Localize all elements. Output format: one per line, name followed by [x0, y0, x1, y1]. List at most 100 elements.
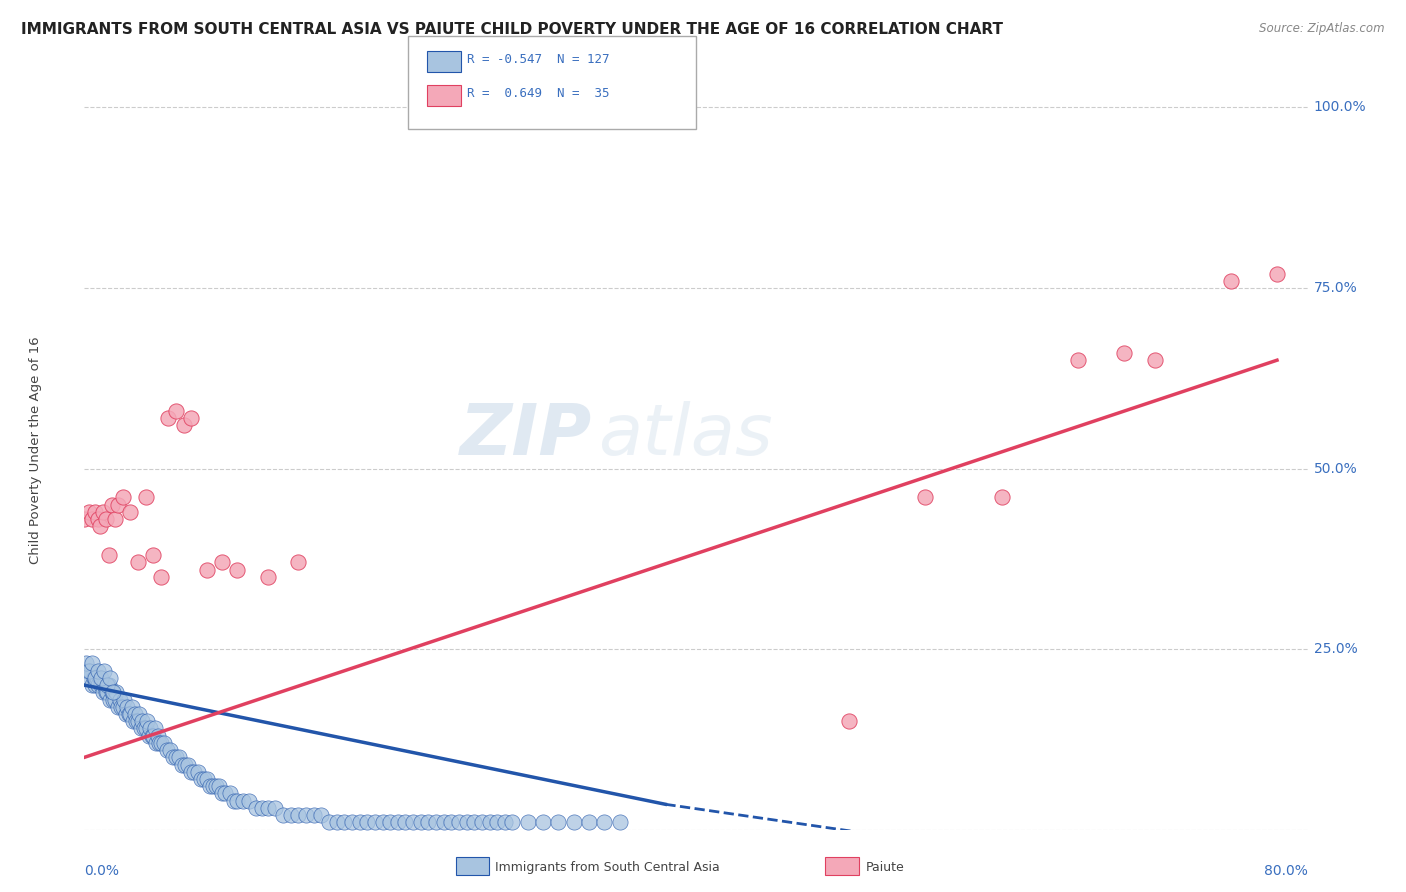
Point [172, 757, 194, 772]
Point [148, 736, 170, 750]
Point [325, 815, 347, 830]
Point [149, 736, 172, 750]
Point [440, 815, 463, 830]
Point [371, 815, 394, 830]
Point [364, 815, 387, 830]
Point [73, 512, 96, 526]
Point [136, 714, 159, 729]
Point [91, 685, 114, 699]
Text: atlas: atlas [598, 401, 773, 470]
Text: Paiute: Paiute [866, 861, 905, 873]
Point [1114, 346, 1136, 360]
Point [214, 787, 236, 801]
Point [94, 512, 117, 526]
Text: 25.0%: 25.0% [1313, 642, 1357, 656]
Point [418, 815, 440, 830]
Text: 50.0%: 50.0% [1313, 461, 1357, 475]
Point [456, 815, 478, 830]
Point [122, 714, 145, 729]
Point [80, 657, 103, 671]
Point [111, 699, 134, 714]
Point [318, 815, 340, 830]
Point [238, 794, 260, 808]
Point [177, 757, 200, 772]
Point [402, 815, 425, 830]
Point [108, 692, 131, 706]
Point [112, 692, 135, 706]
Point [153, 736, 176, 750]
Point [121, 699, 143, 714]
Text: Child Poverty Under the Age of 16: Child Poverty Under the Age of 16 [30, 336, 42, 565]
Point [198, 779, 221, 793]
Point [195, 563, 218, 577]
Point [162, 750, 184, 764]
Point [257, 801, 280, 815]
Point [195, 772, 218, 786]
Point [193, 772, 215, 786]
Point [226, 563, 249, 577]
Point [547, 815, 569, 830]
Point [129, 722, 152, 736]
Point [356, 815, 378, 830]
Point [257, 570, 280, 584]
Point [502, 815, 524, 830]
Point [232, 794, 254, 808]
Point [89, 519, 111, 533]
Point [387, 815, 409, 830]
Point [433, 815, 456, 830]
Point [107, 498, 129, 512]
Point [132, 722, 155, 736]
Point [183, 764, 205, 779]
Point [425, 815, 447, 830]
Point [494, 815, 516, 830]
Text: 0.0%: 0.0% [84, 863, 120, 878]
Point [340, 815, 363, 830]
Point [120, 706, 142, 721]
Text: Immigrants from South Central Asia: Immigrants from South Central Asia [495, 861, 720, 873]
Point [120, 505, 142, 519]
Point [96, 678, 118, 692]
Point [124, 706, 146, 721]
Point [287, 555, 309, 569]
Point [86, 671, 108, 685]
Point [127, 714, 149, 729]
Point [110, 699, 132, 714]
Point [1067, 353, 1090, 368]
Point [125, 714, 148, 729]
Point [609, 815, 631, 830]
Point [75, 657, 97, 671]
Point [531, 815, 554, 830]
Point [107, 699, 129, 714]
Point [394, 815, 416, 830]
Point [264, 801, 287, 815]
Point [135, 722, 157, 736]
Text: 75.0%: 75.0% [1313, 281, 1357, 295]
Point [139, 722, 162, 736]
Point [463, 815, 485, 830]
Point [141, 729, 163, 743]
Point [101, 498, 124, 512]
Point [211, 555, 233, 569]
Point [115, 699, 138, 714]
Point [145, 736, 167, 750]
Point [77, 671, 100, 685]
Point [84, 678, 107, 692]
Point [128, 706, 150, 721]
Point [142, 729, 165, 743]
Point [98, 671, 121, 685]
Point [165, 403, 187, 417]
Point [105, 685, 128, 699]
Point [80, 512, 103, 526]
Point [138, 729, 160, 743]
Text: ZIP: ZIP [460, 401, 592, 470]
Point [167, 750, 190, 764]
Point [90, 671, 112, 685]
Point [103, 685, 125, 699]
Point [80, 678, 103, 692]
Point [104, 692, 127, 706]
Point [211, 787, 233, 801]
Point [208, 779, 231, 793]
Point [302, 808, 325, 822]
Point [97, 678, 120, 692]
Point [104, 512, 127, 526]
